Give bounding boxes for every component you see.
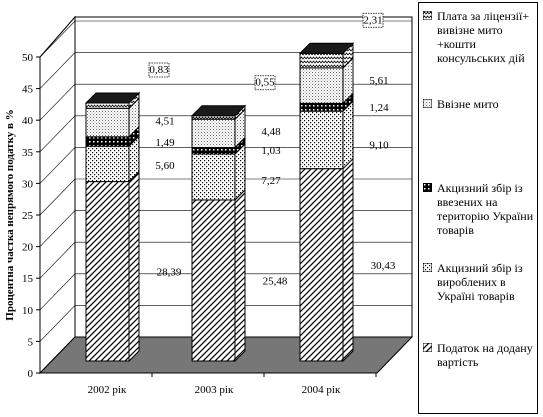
- bar-segment-excise-domestic: [299, 110, 344, 170]
- bar-segment-licence-fees: [299, 52, 344, 69]
- legend-swatch-dots: [423, 263, 432, 272]
- data-label-excise-domestic: 5,60: [155, 160, 175, 172]
- data-label-licence-fees: 2,31: [363, 14, 382, 26]
- data-label-vat: 25,48: [263, 275, 288, 287]
- bar-segment-excise-domestic: [191, 153, 236, 201]
- data-label-box: [362, 12, 384, 28]
- gridline: [39, 52, 412, 89]
- legend-swatch-stipple: [423, 99, 432, 108]
- data-label-import-duty: 4,51: [155, 115, 174, 127]
- bar-side-vat: [234, 188, 246, 363]
- y-tick-label: 25: [22, 210, 34, 222]
- legend: Плата за ліцензії+ вивізне мито +кошти к…: [418, 2, 538, 414]
- bar-segment-import-duty: [299, 67, 344, 104]
- legend-item-vat: Податок на додану вартість: [423, 341, 537, 369]
- bar-segment-excise-imported: [191, 147, 236, 155]
- x-tick-label: 2002 рік: [88, 384, 127, 396]
- y-tick-label: 20: [22, 242, 34, 254]
- bar-segment-vat: [191, 199, 236, 362]
- data-label-box: [148, 62, 170, 78]
- data-label-excise-imported: 1,24: [369, 102, 389, 114]
- bar-segment-excise-imported: [85, 136, 130, 147]
- y-tick-label: 0: [28, 368, 34, 380]
- data-label-import-duty: 5,61: [369, 75, 388, 87]
- data-label-vat: 30,43: [371, 260, 396, 272]
- legend-label: Податок на додану вартість: [437, 341, 533, 369]
- bar-top-face: [190, 105, 247, 117]
- bar-segment-licence-fees: [191, 115, 236, 120]
- bar-top-face: [298, 42, 355, 54]
- data-label-excise-imported: 1,03: [261, 145, 281, 157]
- bar-segment-import-duty: [85, 107, 130, 138]
- legend-item-licence-fees: Плата за ліцензії+ вивізне мито +кошти к…: [423, 9, 537, 65]
- y-tick-label: 40: [22, 115, 34, 127]
- y-axis-ticks: 0 5 10 15 20 25 30 35 40 45 50: [22, 52, 40, 380]
- data-label-excise-domestic: 7,27: [261, 175, 281, 187]
- legend-label: Ввізне мито: [437, 97, 499, 111]
- data-label-box: [254, 75, 276, 91]
- bar-segment-excise-imported: [299, 102, 344, 112]
- bar-side-vat: [342, 157, 354, 363]
- legend-swatch-diagonal: [423, 343, 432, 352]
- data-label-licence-fees: 0,83: [149, 64, 169, 76]
- bar-side-vat: [128, 170, 140, 363]
- bar-stack: [84, 91, 141, 363]
- y-tick-label: 30: [22, 178, 34, 190]
- legend-swatch-crosshatch: [423, 183, 432, 192]
- data-labels: 28,39 5,60 1,49 4,51 0,83 25,48 7,27 1,03 4,48 0,…: [148, 12, 396, 287]
- y-tick-label: 35: [22, 147, 34, 159]
- legend-label: Акцизний збір із вироблених в Україні то…: [437, 261, 523, 303]
- legend-label: Акцизний збір із ввезених на територію У…: [437, 181, 534, 237]
- bars: [84, 42, 355, 363]
- data-label-vat: 28,39: [157, 266, 182, 278]
- y-tick-label: 50: [22, 52, 34, 64]
- y-tick-label: 15: [22, 273, 34, 285]
- legend-label: Плата за ліцензії+ вивізне мито +кошти к…: [437, 9, 530, 65]
- legend-item-excise-imported: Акцизний збір із ввезених на територію У…: [423, 181, 537, 237]
- legend-swatch-zigzag: [423, 11, 432, 20]
- y-tick-label: 10: [22, 305, 34, 317]
- data-label-import-duty: 4,48: [261, 126, 281, 138]
- data-label-excise-imported: 1,49: [155, 137, 175, 149]
- legend-item-excise-domestic: Акцизний збір із вироблених в Україні то…: [423, 261, 537, 303]
- y-axis-label: Процентна частка непрямого податку в %: [4, 109, 16, 320]
- gridline: [39, 20, 412, 58]
- legend-item-import-duty: Ввізне мито: [423, 97, 537, 111]
- bar-segment-import-duty: [191, 118, 236, 149]
- data-label-licence-fees: 0,55: [255, 77, 275, 89]
- bar-top-face: [84, 92, 141, 104]
- bar-side-excise-domestic: [342, 99, 354, 170]
- bar-segment-excise-domestic: [85, 145, 130, 183]
- bar-segment-vat: [299, 168, 344, 362]
- bar-stack: [298, 42, 355, 363]
- bar-stack: [190, 104, 247, 363]
- x-axis-ticks: 2002 рік 2003 рік 2004 рік: [88, 373, 377, 396]
- bar-segment-licence-fees: [85, 102, 130, 109]
- bar-segment-vat: [85, 181, 130, 362]
- y-tick-label: 5: [28, 336, 34, 348]
- data-label-excise-domestic: 9,10: [369, 140, 389, 152]
- y-tick-label: 45: [22, 84, 34, 96]
- x-tick-label: 2004 рік: [302, 384, 341, 396]
- x-tick-label: 2003 рік: [195, 384, 234, 396]
